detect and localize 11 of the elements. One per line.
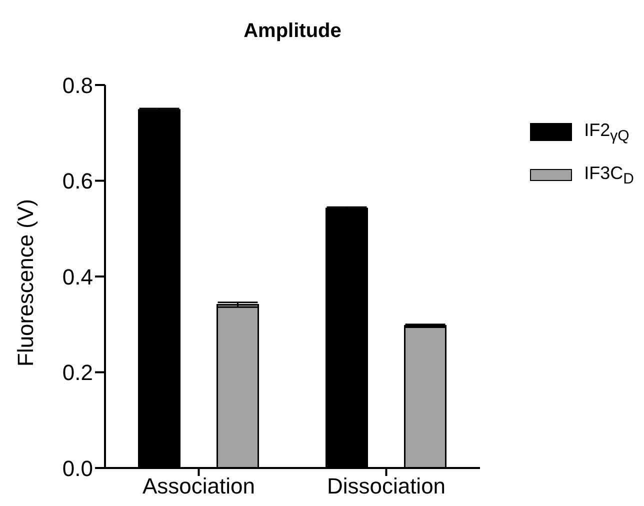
x-tick-label: Dissociation: [326, 474, 446, 499]
x-tick-label: Association: [142, 474, 256, 499]
legend-label: IF3C$_{D}$: [584, 162, 634, 188]
y-tick-label: 0.4: [62, 264, 93, 290]
y-axis-title: Fluorescence (V): [12, 198, 38, 366]
y-tick-label: 0.6: [62, 168, 93, 194]
y-tick-label: 0.0: [62, 456, 93, 481]
y-tick-label: 0.2: [62, 360, 93, 386]
legend-label: IF2$_{γQ}$: [584, 120, 630, 145]
y-tick-label: 0.8: [62, 72, 93, 98]
chart-title: Amplitude: [242, 20, 342, 43]
